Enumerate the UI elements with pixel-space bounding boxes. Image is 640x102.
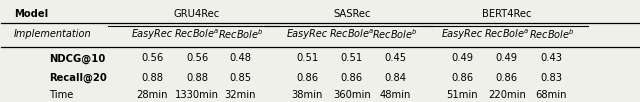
- Text: RecBole$^b$: RecBole$^b$: [529, 27, 574, 41]
- Text: 0.88: 0.88: [186, 73, 208, 83]
- Text: 0.51: 0.51: [296, 53, 318, 63]
- Text: 0.48: 0.48: [229, 53, 252, 63]
- Text: NDCG@10: NDCG@10: [49, 53, 106, 64]
- Text: 28min: 28min: [137, 90, 168, 100]
- Text: 220min: 220min: [488, 90, 525, 100]
- Text: RecBole$^b$: RecBole$^b$: [372, 27, 418, 41]
- Text: 48min: 48min: [380, 90, 411, 100]
- Text: 38min: 38min: [292, 90, 323, 100]
- Text: RecBole$^a$: RecBole$^a$: [484, 28, 529, 40]
- Text: 0.88: 0.88: [141, 73, 163, 83]
- Text: 0.49: 0.49: [451, 53, 473, 63]
- Text: 0.51: 0.51: [340, 53, 363, 63]
- Text: Implementation: Implementation: [14, 29, 92, 39]
- Text: 0.86: 0.86: [340, 73, 363, 83]
- Text: 32min: 32min: [225, 90, 256, 100]
- Text: 0.56: 0.56: [141, 53, 164, 63]
- Text: 0.56: 0.56: [186, 53, 208, 63]
- Text: 0.85: 0.85: [229, 73, 252, 83]
- Text: RecBole$^a$: RecBole$^a$: [329, 28, 374, 40]
- Text: GRU4Rec: GRU4Rec: [174, 9, 220, 19]
- Text: 0.49: 0.49: [495, 53, 518, 63]
- Text: Model: Model: [14, 9, 48, 19]
- Text: EasyRec: EasyRec: [442, 29, 483, 39]
- Text: 0.86: 0.86: [451, 73, 473, 83]
- Text: 51min: 51min: [446, 90, 478, 100]
- Text: RecBole$^b$: RecBole$^b$: [218, 27, 263, 41]
- Text: 0.83: 0.83: [540, 73, 563, 83]
- Text: BERT4Rec: BERT4Rec: [482, 9, 531, 19]
- Text: 0.86: 0.86: [495, 73, 518, 83]
- Text: RecBole$^a$: RecBole$^a$: [174, 28, 220, 40]
- Text: EasyRec: EasyRec: [287, 29, 328, 39]
- Text: 0.86: 0.86: [296, 73, 318, 83]
- Text: 0.84: 0.84: [384, 73, 406, 83]
- Text: 0.45: 0.45: [384, 53, 406, 63]
- Text: 68min: 68min: [536, 90, 567, 100]
- Text: 360min: 360min: [333, 90, 371, 100]
- Text: 1330min: 1330min: [175, 90, 219, 100]
- Text: Time: Time: [49, 90, 74, 100]
- Text: SASRec: SASRec: [333, 9, 371, 19]
- Text: 0.43: 0.43: [540, 53, 563, 63]
- Text: EasyRec: EasyRec: [132, 29, 173, 39]
- Text: Recall@20: Recall@20: [49, 73, 107, 83]
